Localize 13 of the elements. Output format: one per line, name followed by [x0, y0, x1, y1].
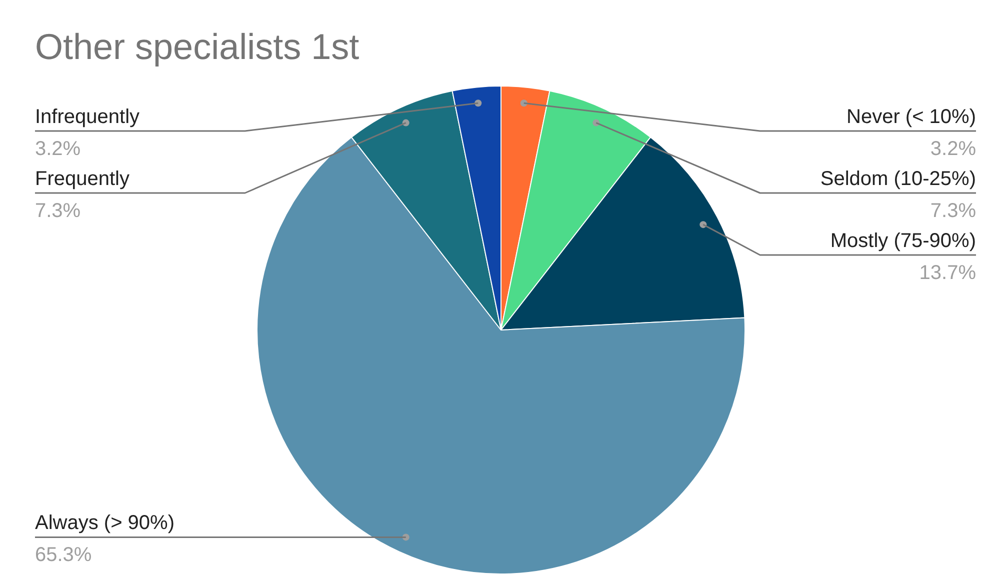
slice-label: Infrequently [35, 106, 140, 128]
slice-label: Mostly (75-90%) [830, 230, 976, 252]
data-label: 7.3% [930, 200, 976, 222]
slice-label: Seldom (10-25%) [820, 168, 976, 190]
slice-label: Always (> 90%) [35, 512, 174, 534]
slice-label: Frequently [35, 168, 130, 190]
data-label: 13.7% [919, 262, 976, 284]
data-label: 65.3% [35, 544, 92, 566]
data-label: 3.2% [35, 138, 81, 160]
data-label: 7.3% [35, 200, 81, 222]
chart-title: Other specialists 1st [35, 26, 360, 68]
slice-label: Never (< 10%) [846, 106, 976, 128]
data-label: 3.2% [930, 138, 976, 160]
